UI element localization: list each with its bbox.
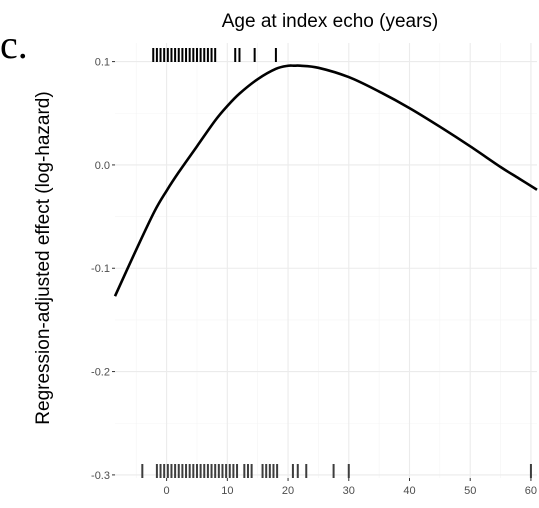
rug-marks (141, 48, 532, 478)
tick-labels: 0 10 20 30 40 50 60 0.1 0.0 -0.1 -0.2 -0.3 (91, 57, 537, 497)
y-tick-label: 0.0 (95, 160, 110, 172)
x-tick-label: 0 (164, 485, 170, 497)
x-tick-label: 50 (464, 485, 476, 497)
x-tick-label: 60 (525, 485, 537, 497)
curve-layer (113, 64, 538, 297)
y-tick-label: 0.1 (95, 57, 110, 69)
x-tick-label: 30 (343, 485, 355, 497)
x-tick-label: 20 (282, 485, 294, 497)
panel-label: c. (0, 22, 28, 67)
x-tick-label: 40 (403, 485, 415, 497)
y-tick-label: -0.2 (91, 367, 110, 379)
y-axis-label: Regression-adjusted effect (log-hazard) (33, 91, 54, 424)
grid (115, 43, 537, 478)
y-tick-label: -0.1 (91, 263, 110, 275)
effect-curve (113, 64, 538, 297)
chart-title: Age at index echo (years) (222, 11, 439, 32)
x-tick-label: 10 (221, 485, 233, 497)
y-tick-label: -0.3 (91, 470, 110, 482)
